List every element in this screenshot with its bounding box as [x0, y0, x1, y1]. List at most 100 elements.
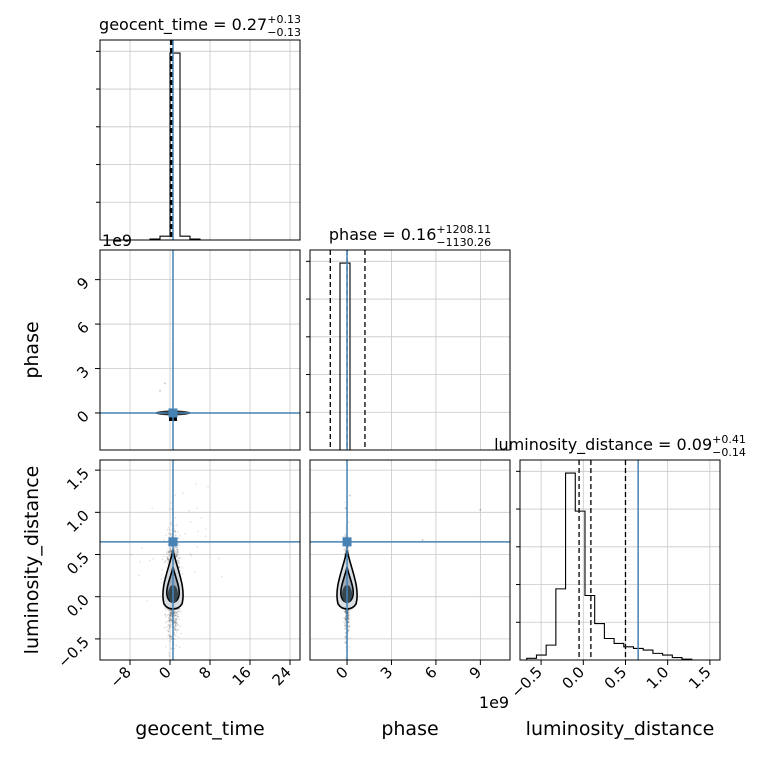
x-tick-label: 8 — [195, 663, 214, 682]
sample-point — [170, 619, 173, 622]
sample-point — [175, 622, 178, 625]
sample-point — [169, 635, 171, 638]
sample-point — [175, 548, 178, 551]
sample-point — [343, 549, 345, 551]
sample-point — [344, 621, 347, 623]
sample-point — [160, 582, 163, 584]
sample-point — [166, 557, 169, 560]
x-tick-label: 0 — [332, 663, 351, 682]
sample-point — [173, 629, 176, 632]
sample-point — [174, 614, 176, 616]
sample-point — [169, 618, 172, 620]
sample-point — [349, 613, 351, 616]
sample-point — [174, 628, 177, 631]
sample-point — [169, 634, 172, 637]
y-tick-label: 0 — [73, 407, 92, 426]
sample-point — [177, 531, 179, 534]
sample-point — [348, 618, 350, 620]
sample-point — [175, 631, 178, 633]
sample-point — [166, 528, 169, 531]
sample-point — [344, 618, 347, 620]
x-tick-label: −8 — [106, 663, 134, 691]
sample-point — [166, 620, 169, 623]
x-tick-label: −0.5 — [507, 663, 545, 701]
sample-point — [348, 616, 350, 618]
sample-point — [168, 626, 171, 628]
sample-point — [344, 627, 346, 630]
sample-point — [173, 617, 176, 620]
hist-step-geocent_time — [100, 52, 300, 240]
sample-point — [344, 617, 347, 620]
x-tick-label: 0.0 — [559, 663, 589, 693]
sample-point — [170, 521, 173, 524]
sample-point — [348, 646, 351, 648]
sample-point — [174, 551, 177, 553]
sample-point — [169, 609, 171, 611]
sample-point — [170, 638, 173, 640]
sample-point — [175, 554, 178, 557]
sample-point — [344, 642, 347, 644]
sample-point — [194, 571, 197, 574]
sample-point — [342, 536, 344, 538]
sample-point — [170, 609, 173, 612]
sample-point — [173, 626, 176, 629]
sample-point — [169, 522, 172, 525]
title-plus: +1208.11 — [436, 223, 491, 236]
y-tick-label: 1.5 — [63, 464, 93, 494]
title-minus: −0.13 — [267, 26, 301, 39]
sample-point — [178, 557, 180, 559]
sample-point — [344, 635, 346, 638]
sample-point — [168, 620, 171, 622]
sample-point — [181, 573, 184, 575]
sample-point — [170, 613, 173, 615]
sample-point — [178, 567, 181, 569]
sample-point — [169, 612, 172, 615]
sample-point — [347, 621, 350, 624]
sample-point — [178, 618, 180, 621]
sample-point — [170, 618, 173, 621]
sample-point — [180, 632, 182, 635]
sample-point — [170, 502, 172, 504]
sample-point — [168, 551, 170, 554]
sample-point — [344, 620, 347, 623]
sample-point — [174, 611, 177, 613]
panel-frame — [309, 249, 511, 451]
sample-point — [347, 638, 350, 640]
sample-point — [175, 621, 178, 624]
sample-point — [343, 616, 346, 619]
sample-point — [176, 550, 179, 553]
sample-point — [177, 610, 179, 613]
sample-point — [174, 611, 177, 614]
sample-point — [163, 561, 166, 564]
sample-point — [168, 614, 171, 617]
sample-point — [165, 609, 168, 611]
sample-point — [349, 636, 352, 639]
sample-point — [169, 618, 172, 621]
sample-point — [165, 534, 167, 537]
sample-point — [479, 508, 482, 511]
sample-point — [165, 616, 168, 618]
sample-point — [347, 609, 350, 611]
sample-point — [175, 524, 178, 527]
sample-point — [168, 528, 171, 531]
sample-point — [167, 548, 169, 551]
sample-point — [170, 612, 173, 615]
sample-point — [349, 625, 351, 628]
sample-point — [173, 620, 176, 623]
sample-point — [344, 550, 347, 553]
sample-point — [348, 621, 350, 623]
sample-point — [168, 616, 171, 619]
title-plus: +0.13 — [267, 13, 301, 26]
sample-point — [161, 568, 163, 571]
sample-point — [347, 616, 350, 619]
sample-point — [344, 610, 347, 613]
sample-point — [170, 550, 173, 552]
sample-point — [347, 613, 350, 615]
sample-point — [176, 550, 179, 553]
sample-point — [344, 611, 347, 613]
sample-point — [344, 637, 346, 639]
sample-point — [167, 560, 170, 563]
sample-point — [190, 554, 192, 557]
sample-point — [347, 621, 350, 623]
sample-point — [177, 562, 179, 565]
